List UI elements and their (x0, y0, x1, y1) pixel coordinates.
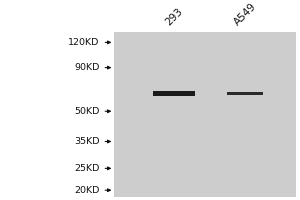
Text: 120KD: 120KD (68, 38, 100, 47)
Text: A549: A549 (232, 1, 258, 27)
Text: 20KD: 20KD (74, 186, 100, 195)
Text: 293: 293 (163, 6, 184, 27)
Text: 50KD: 50KD (74, 107, 100, 116)
Text: 35KD: 35KD (74, 137, 100, 146)
Text: 25KD: 25KD (74, 164, 100, 173)
FancyBboxPatch shape (227, 92, 263, 95)
FancyBboxPatch shape (153, 91, 195, 96)
Text: 90KD: 90KD (74, 63, 100, 72)
FancyBboxPatch shape (114, 32, 296, 197)
